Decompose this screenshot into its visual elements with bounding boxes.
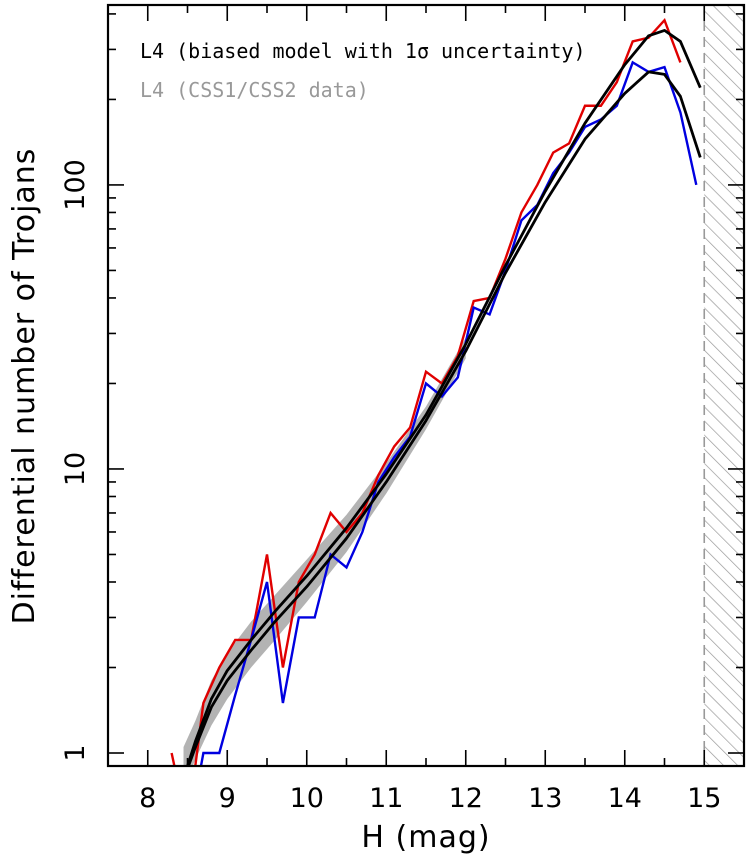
axis-ticks <box>107 5 745 766</box>
plot-frame <box>106 3 746 768</box>
model-line-lower <box>187 70 702 766</box>
y-tick-label: 10 <box>60 452 91 486</box>
model-line-upper <box>186 28 702 766</box>
x-tick-label: 9 <box>219 783 236 814</box>
legend: L4 (biased model with 1σ uncertainty) L4… <box>140 39 586 102</box>
x-tick-label: 13 <box>528 783 562 814</box>
x-tick-label: 14 <box>608 783 642 814</box>
x-tick-label: 10 <box>290 783 324 814</box>
data-line-blue <box>199 60 698 766</box>
x-axis-title: H (mag) <box>361 820 490 855</box>
y-axis-title: Differential number of Trojans <box>7 148 42 625</box>
uncertainty-band-layer <box>183 337 466 766</box>
x-tick-label: 8 <box>139 783 156 814</box>
data-series-layer <box>170 17 698 766</box>
x-tick-labels: 8 9 10 11 12 13 14 15 <box>139 783 721 814</box>
legend-entry-model: L4 (biased model with 1σ uncertainty) <box>140 39 586 63</box>
model-series-layer <box>186 28 702 766</box>
y-tick-label: 1 <box>60 744 91 761</box>
y-tick-label: 100 <box>60 159 91 211</box>
x-tick-label: 12 <box>449 783 483 814</box>
excluded-region-hatch <box>704 5 744 766</box>
legend-entry-data: L4 (CSS1/CSS2 data) <box>140 78 369 102</box>
x-tick-label: 15 <box>687 783 721 814</box>
plot-area <box>170 5 744 766</box>
y-tick-labels: 1 10 100 <box>60 159 91 761</box>
x-tick-label: 11 <box>369 783 403 814</box>
uncertainty-band <box>183 337 466 766</box>
